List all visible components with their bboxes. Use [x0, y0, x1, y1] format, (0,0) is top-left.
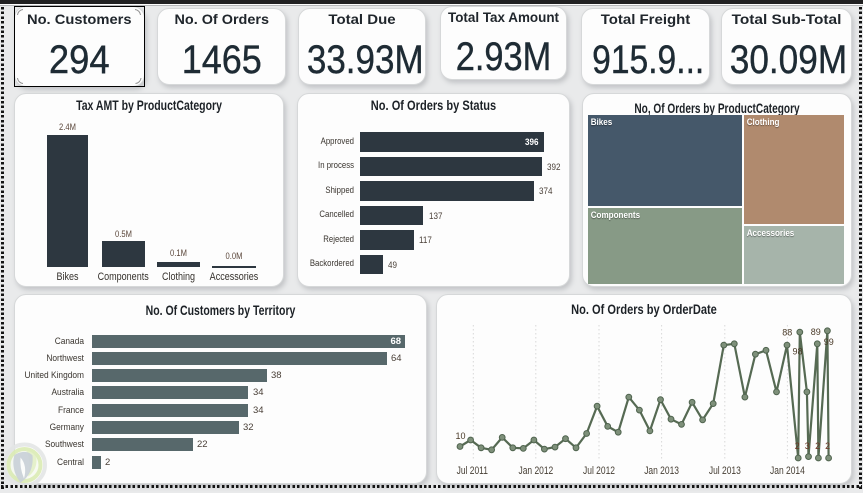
- svg-text:98: 98: [792, 347, 802, 357]
- svg-text:3: 3: [805, 441, 810, 451]
- svg-text:Jan 2013: Jan 2013: [644, 465, 679, 477]
- svg-text:Jan 2014: Jan 2014: [770, 465, 805, 477]
- svg-text:99: 99: [824, 337, 834, 347]
- svg-text:Jul 2013: Jul 2013: [709, 465, 741, 477]
- svg-text:2: 2: [795, 441, 800, 451]
- svg-text:10: 10: [455, 431, 465, 441]
- svg-text:Jul 2011: Jul 2011: [457, 465, 488, 477]
- svg-text:2: 2: [825, 441, 830, 451]
- svg-text:2: 2: [815, 441, 820, 451]
- svg-text:88: 88: [782, 328, 792, 338]
- svg-text:Jan 2012: Jan 2012: [518, 465, 553, 477]
- svg-text:Jul 2012: Jul 2012: [583, 465, 615, 477]
- svg-text:89: 89: [811, 327, 821, 337]
